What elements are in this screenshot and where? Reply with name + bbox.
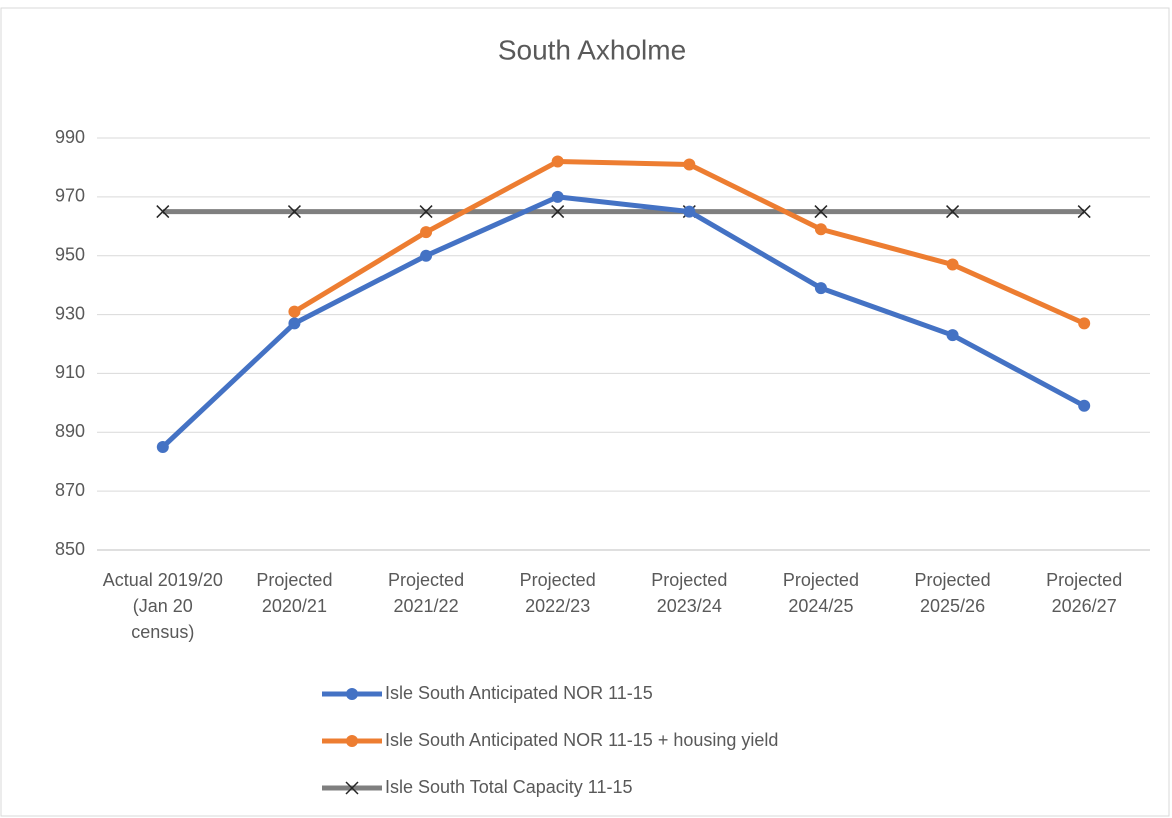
marker	[551, 205, 565, 219]
marker	[814, 205, 828, 219]
x-tick-label: Actual 2019/20 (Jan 20 census)	[102, 570, 223, 642]
marker	[551, 155, 564, 168]
y-tick-label: 890	[55, 421, 85, 441]
y-tick-label: 870	[55, 480, 85, 500]
marker-stroke	[946, 205, 960, 219]
marker	[419, 205, 433, 219]
y-tick-label: 990	[55, 127, 85, 147]
y-tick-label: 970	[55, 186, 85, 206]
marker	[1078, 399, 1091, 412]
legend-label: Isle South Total Capacity 11-15	[385, 777, 632, 797]
marker	[814, 223, 827, 236]
y-tick-label: 930	[55, 303, 85, 323]
marker	[346, 688, 358, 700]
marker-stroke	[814, 205, 828, 219]
marker-stroke	[287, 205, 301, 219]
marker	[946, 329, 959, 342]
marker	[156, 205, 170, 219]
marker	[1078, 317, 1091, 330]
marker	[1077, 205, 1091, 219]
x-tick-label: Projected 2022/23	[519, 570, 596, 616]
legend-label: Isle South Anticipated NOR 11-15 + housi…	[385, 730, 778, 750]
marker	[156, 441, 169, 453]
marker	[420, 249, 433, 262]
marker	[288, 305, 301, 318]
marker-stroke	[419, 205, 433, 219]
marker	[814, 282, 827, 295]
series-line	[161, 194, 1086, 449]
marker-stroke	[345, 781, 359, 795]
marker	[683, 158, 696, 171]
y-tick-label: 950	[55, 244, 85, 264]
marker	[683, 205, 696, 218]
marker	[946, 258, 959, 271]
x-tick-label: Projected 2026/27	[1046, 570, 1123, 616]
legend-label: Isle South Anticipated NOR 11-15	[385, 683, 653, 703]
marker	[946, 205, 960, 219]
marker-stroke	[1077, 205, 1091, 219]
x-tick-label: Projected 2025/26	[914, 570, 991, 616]
marker	[346, 735, 358, 747]
marker	[420, 226, 433, 239]
marker-stroke	[156, 205, 170, 219]
chart-border	[0, 7, 1170, 817]
marker	[288, 317, 301, 330]
y-tick-label: 850	[55, 539, 85, 559]
x-tick-label: Projected 2024/25	[782, 570, 859, 616]
x-tick-label: Projected 2023/24	[651, 570, 728, 616]
marker	[287, 205, 301, 219]
y-tick-label: 910	[55, 362, 85, 382]
marker	[345, 781, 359, 795]
marker	[551, 190, 564, 203]
x-tick-label: Projected 2021/22	[388, 570, 465, 616]
x-tick-label: Projected 2020/21	[256, 570, 333, 616]
chart-title: South Axholme	[498, 34, 686, 65]
marker-stroke	[551, 205, 565, 219]
